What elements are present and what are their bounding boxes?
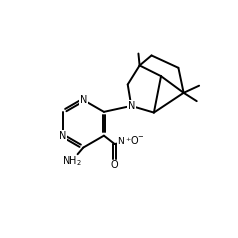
Text: N: N [59,131,66,141]
Text: N: N [128,101,135,111]
Text: O$^{-}$: O$^{-}$ [130,134,144,146]
Text: N: N [80,95,87,105]
Text: NH$_2$: NH$_2$ [62,154,82,168]
Text: N$^+$: N$^+$ [118,135,132,147]
Text: O: O [111,160,119,170]
